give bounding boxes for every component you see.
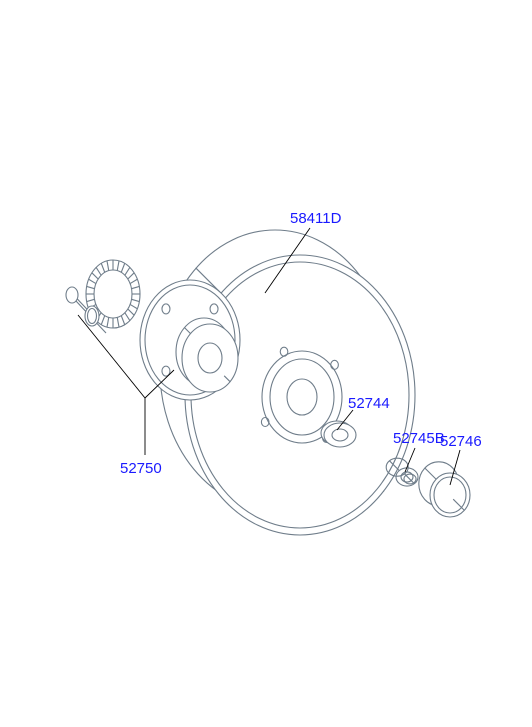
parts-svg [0, 0, 532, 727]
label-52744: 52744 [348, 395, 390, 412]
label-52750: 52750 [120, 460, 162, 477]
label-52745B: 52745B [393, 430, 445, 447]
label-58411D: 58411D [290, 210, 341, 227]
diagram-stage: 58411D 52750 52744 52745B 52746 [0, 0, 532, 727]
label-52746: 52746 [440, 433, 482, 450]
